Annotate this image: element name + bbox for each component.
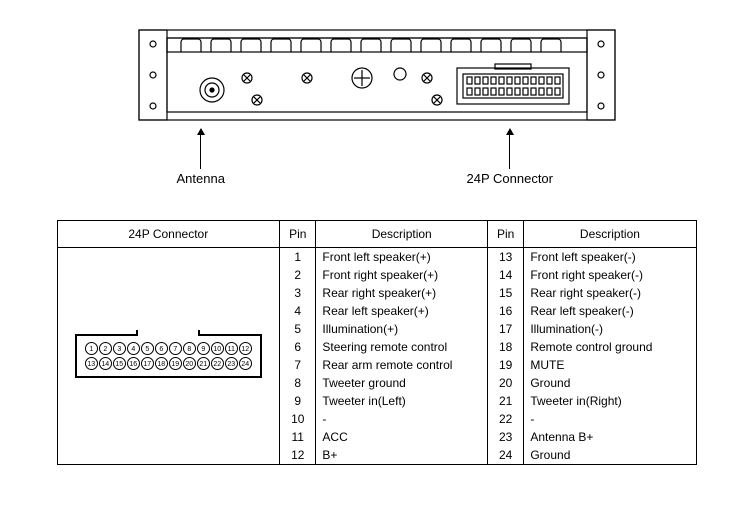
pin-circle: 23	[225, 357, 238, 370]
pin-b: 23	[488, 428, 524, 446]
head-unit-svg	[137, 20, 617, 140]
pin-a: 12	[280, 446, 316, 464]
pin-circle: 10	[211, 342, 224, 355]
pin-circle: 1	[85, 342, 98, 355]
pin-circle: 7	[169, 342, 182, 355]
pin-b: 19	[488, 356, 524, 374]
pin-a: 11	[280, 428, 316, 446]
pin-a: 6	[280, 338, 316, 356]
col-desc-a: Description	[316, 221, 488, 248]
desc-b: Front left speaker(-)	[524, 248, 696, 267]
pin-a: 2	[280, 266, 316, 284]
pin-a: 8	[280, 374, 316, 392]
desc-b: Tweeter in(Right)	[524, 392, 696, 410]
callout-antenna: Antenna	[177, 128, 225, 186]
pin-circle: 19	[169, 357, 182, 370]
desc-a: Steering remote control	[316, 338, 488, 356]
pin-circle: 21	[197, 357, 210, 370]
pin-circle: 9	[197, 342, 210, 355]
pin-a: 7	[280, 356, 316, 374]
pin-a: 4	[280, 302, 316, 320]
desc-a: Tweeter ground	[316, 374, 488, 392]
antenna-label: Antenna	[177, 171, 225, 186]
pin-circle: 6	[155, 342, 168, 355]
desc-a: Front right speaker(+)	[316, 266, 488, 284]
pin-circle: 13	[85, 357, 98, 370]
connector-thumb-cell: 123456789101112131415161718192021222324	[58, 248, 280, 465]
desc-a: Rear left speaker(+)	[316, 302, 488, 320]
pin-circle: 15	[113, 357, 126, 370]
pin-circle: 17	[141, 357, 154, 370]
desc-b: Rear left speaker(-)	[524, 302, 696, 320]
pin-circle: 24	[239, 357, 252, 370]
pin-circle: 3	[113, 342, 126, 355]
pin-a: 3	[280, 284, 316, 302]
desc-a: B+	[316, 446, 488, 464]
unit-rear-diagram: Antenna 24P Connector	[137, 20, 617, 190]
pin-circle: 16	[127, 357, 140, 370]
desc-b: Ground	[524, 446, 696, 464]
connector-thumb: 123456789101112131415161718192021222324	[75, 334, 262, 378]
desc-b: -	[524, 410, 696, 428]
pin-circle: 18	[155, 357, 168, 370]
table-header-row: 24P Connector Pin Description Pin Descri…	[58, 221, 696, 248]
pin-circle: 11	[225, 342, 238, 355]
desc-b: Remote control ground	[524, 338, 696, 356]
connector-label: 24P Connector	[467, 171, 554, 186]
desc-a: Illumination(+)	[316, 320, 488, 338]
desc-a: -	[316, 410, 488, 428]
desc-a: Tweeter in(Left)	[316, 392, 488, 410]
pin-a: 5	[280, 320, 316, 338]
pin-circle: 8	[183, 342, 196, 355]
pin-a: 10	[280, 410, 316, 428]
pin-b: 21	[488, 392, 524, 410]
pin-circle: 4	[127, 342, 140, 355]
desc-b: Antenna B+	[524, 428, 696, 446]
pin-b: 20	[488, 374, 524, 392]
pinout-table: 24P Connector Pin Description Pin Descri…	[58, 221, 696, 464]
pin-circle: 20	[183, 357, 196, 370]
pin-b: 22	[488, 410, 524, 428]
col-connector: 24P Connector	[58, 221, 280, 248]
desc-b: MUTE	[524, 356, 696, 374]
desc-a: Rear right speaker(+)	[316, 284, 488, 302]
pin-circle: 2	[99, 342, 112, 355]
pin-b: 15	[488, 284, 524, 302]
desc-b: Ground	[524, 374, 696, 392]
col-pin-a: Pin	[280, 221, 316, 248]
pin-b: 14	[488, 266, 524, 284]
pin-circle: 14	[99, 357, 112, 370]
desc-b: Front right speaker(-)	[524, 266, 696, 284]
pin-circle: 22	[211, 357, 224, 370]
table-row: 1234567891011121314151617181920212223241…	[58, 248, 696, 267]
desc-b: Illumination(-)	[524, 320, 696, 338]
pin-b: 24	[488, 446, 524, 464]
pin-a: 9	[280, 392, 316, 410]
col-desc-b: Description	[524, 221, 696, 248]
pin-a: 1	[280, 248, 316, 267]
pin-b: 16	[488, 302, 524, 320]
desc-b: Rear right speaker(-)	[524, 284, 696, 302]
pin-b: 17	[488, 320, 524, 338]
pin-b: 13	[488, 248, 524, 267]
desc-a: ACC	[316, 428, 488, 446]
callout-24p: 24P Connector	[467, 128, 554, 186]
col-pin-b: Pin	[488, 221, 524, 248]
desc-a: Rear arm remote control	[316, 356, 488, 374]
pin-circle: 5	[141, 342, 154, 355]
pinout-table-wrap: 24P Connector Pin Description Pin Descri…	[57, 220, 697, 465]
desc-a: Front left speaker(+)	[316, 248, 488, 267]
pin-b: 18	[488, 338, 524, 356]
pin-circle: 12	[239, 342, 252, 355]
